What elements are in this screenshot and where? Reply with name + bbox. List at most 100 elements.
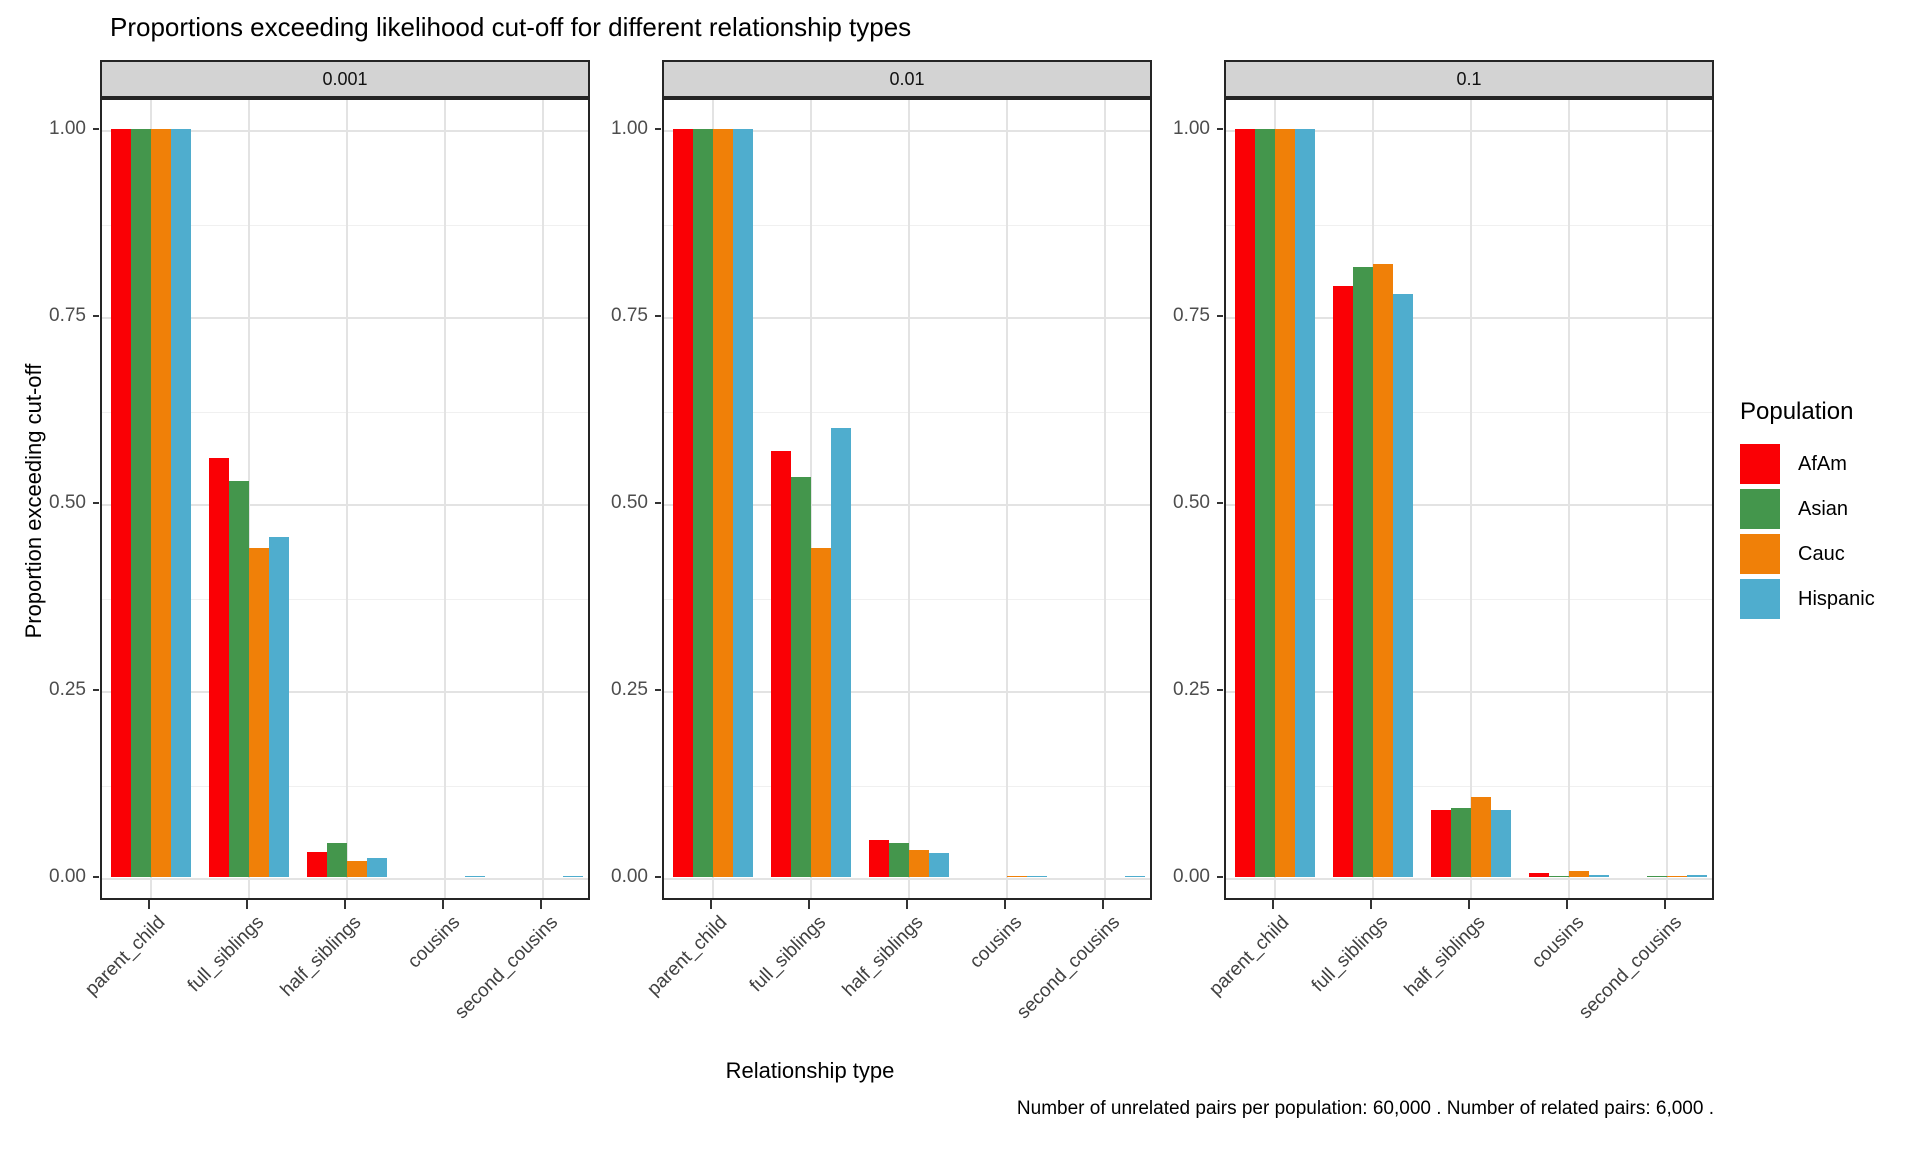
y-axis-tick bbox=[1217, 876, 1223, 878]
gridline-major-v bbox=[444, 100, 446, 898]
y-axis-tick-label: 0.25 bbox=[49, 679, 86, 700]
facet-strip-0.001: 0.001 bbox=[100, 60, 590, 98]
bar-0.1-full_siblings-AfAm bbox=[1333, 286, 1353, 877]
y-axis-tick bbox=[93, 876, 99, 878]
x-axis-tick-label-full_siblings: full_siblings bbox=[1307, 912, 1392, 997]
y-axis-tick-label: 0.50 bbox=[611, 492, 648, 513]
x-axis-tick bbox=[1370, 900, 1372, 909]
x-axis-tick-label-parent_child: parent_child bbox=[81, 912, 170, 1001]
bar-0.1-full_siblings-Asian bbox=[1353, 267, 1373, 877]
x-axis-tick bbox=[808, 900, 810, 909]
y-axis-tick-label: 0.00 bbox=[1173, 866, 1210, 887]
bar-0.001-parent_child-Hispanic bbox=[171, 129, 191, 877]
bar-0.001-parent_child-Asian bbox=[131, 129, 151, 877]
legend-label-cauc: Cauc bbox=[1798, 542, 1845, 565]
gridline-minor-h bbox=[664, 224, 1150, 226]
gridline-major-h bbox=[102, 691, 588, 693]
y-axis-tick bbox=[655, 315, 661, 317]
bar-0.001-second_cousins-Hispanic bbox=[563, 875, 583, 877]
gridline-major-v bbox=[1568, 100, 1570, 898]
x-axis-tick bbox=[344, 900, 346, 909]
gridline-major-h bbox=[1226, 317, 1712, 319]
x-axis-tick bbox=[246, 900, 248, 909]
bar-0.1-second_cousins-Hispanic bbox=[1687, 874, 1707, 877]
bar-0.001-full_siblings-AfAm bbox=[209, 458, 229, 877]
x-axis-tick bbox=[540, 900, 542, 909]
bar-0.1-cousins-Asian bbox=[1549, 875, 1569, 877]
gridline-major-v bbox=[908, 100, 910, 898]
bar-0.01-cousins-Hispanic bbox=[1027, 875, 1047, 877]
legend-key-asian: Asian bbox=[1740, 489, 1920, 529]
x-axis-tick-label-second_cousins: second_cousins bbox=[1012, 912, 1124, 1024]
y-axis-tick bbox=[655, 689, 661, 691]
bar-0.1-full_siblings-Hispanic bbox=[1393, 293, 1413, 877]
gridline-minor-h bbox=[664, 785, 1150, 787]
bar-0.01-full_siblings-Asian bbox=[791, 476, 811, 877]
bar-0.01-half_siblings-Hispanic bbox=[929, 853, 949, 877]
gridline-major-v bbox=[1006, 100, 1008, 898]
bar-0.01-half_siblings-AfAm bbox=[869, 840, 889, 877]
bar-0.1-full_siblings-Cauc bbox=[1373, 263, 1393, 877]
gridline-major-h bbox=[664, 317, 1150, 319]
bar-0.1-parent_child-AfAm bbox=[1235, 129, 1255, 877]
x-axis-tick bbox=[1102, 900, 1104, 909]
x-axis-title: Relationship type bbox=[725, 1058, 895, 1083]
y-axis-tick-label: 0.75 bbox=[1173, 305, 1210, 326]
x-axis-tick bbox=[710, 900, 712, 909]
bar-0.01-parent_child-Asian bbox=[693, 129, 713, 877]
facet-strip-0.1: 0.1 bbox=[1224, 60, 1714, 98]
bar-0.001-parent_child-AfAm bbox=[111, 129, 131, 877]
legend-key-hispanic: Hispanic bbox=[1740, 579, 1920, 619]
legend-swatch-cauc bbox=[1740, 534, 1780, 574]
x-axis-tick-label-full_siblings: full_siblings bbox=[745, 912, 830, 997]
gridline-minor-h bbox=[1226, 411, 1712, 413]
gridline-minor-h bbox=[664, 598, 1150, 600]
gridline-minor-h bbox=[102, 598, 588, 600]
y-axis-tick bbox=[93, 502, 99, 504]
gridline-major-h bbox=[1226, 878, 1712, 880]
x-axis-tick-label-half_siblings: half_siblings bbox=[839, 912, 928, 1001]
bar-0.001-half_siblings-AfAm bbox=[307, 851, 327, 877]
x-axis-tick bbox=[442, 900, 444, 909]
facet-panel-0.01 bbox=[662, 98, 1152, 900]
y-axis-tick-label: 0.50 bbox=[1173, 492, 1210, 513]
bar-0.001-half_siblings-Hispanic bbox=[367, 857, 387, 877]
gridline-major-v bbox=[248, 100, 250, 898]
gridline-major-v bbox=[1666, 100, 1668, 898]
bar-0.1-cousins-Cauc bbox=[1569, 871, 1589, 877]
y-axis-tick-label: 1.00 bbox=[49, 118, 86, 139]
gridline-major-v bbox=[346, 100, 348, 898]
x-axis-tick-label-cousins: cousins bbox=[403, 912, 464, 973]
x-axis-tick bbox=[148, 900, 150, 909]
gridline-major-v bbox=[810, 100, 812, 898]
bar-0.1-second_cousins-Asian bbox=[1647, 875, 1667, 877]
gridline-major-h bbox=[102, 878, 588, 880]
y-axis-tick bbox=[655, 876, 661, 878]
gridline-major-h bbox=[102, 317, 588, 319]
gridline-major-v bbox=[1470, 100, 1472, 898]
facet-strip-0.01: 0.01 bbox=[662, 60, 1152, 98]
bar-0.1-half_siblings-Asian bbox=[1451, 808, 1471, 877]
y-axis-tick-label: 1.00 bbox=[1173, 118, 1210, 139]
bar-0.01-cousins-Cauc bbox=[1007, 875, 1027, 877]
gridline-minor-h bbox=[1226, 224, 1712, 226]
gridline-major-h bbox=[664, 691, 1150, 693]
gridline-minor-h bbox=[102, 411, 588, 413]
bar-0.01-parent_child-Cauc bbox=[713, 129, 733, 877]
y-axis-tick bbox=[93, 689, 99, 691]
x-axis-tick bbox=[1664, 900, 1666, 909]
gridline-minor-h bbox=[1226, 598, 1712, 600]
bar-0.001-parent_child-Cauc bbox=[151, 129, 171, 877]
chart-title: Proportions exceeding likelihood cut-off… bbox=[110, 12, 912, 42]
legend-swatch-asian bbox=[1740, 489, 1780, 529]
bar-0.001-cousins-Hispanic bbox=[465, 875, 485, 877]
bar-0.1-cousins-AfAm bbox=[1529, 872, 1549, 877]
legend-title: Population bbox=[1740, 398, 1854, 425]
legend-key-afam: AfAm bbox=[1740, 444, 1920, 484]
legend-swatch-afam bbox=[1740, 444, 1780, 484]
x-axis-tick-label-parent_child: parent_child bbox=[643, 912, 732, 1001]
x-axis-tick-label-parent_child: parent_child bbox=[1205, 912, 1294, 1001]
bar-0.01-full_siblings-AfAm bbox=[771, 450, 791, 877]
y-axis-tick-label: 0.00 bbox=[49, 866, 86, 887]
bar-0.01-full_siblings-Hispanic bbox=[831, 428, 851, 877]
